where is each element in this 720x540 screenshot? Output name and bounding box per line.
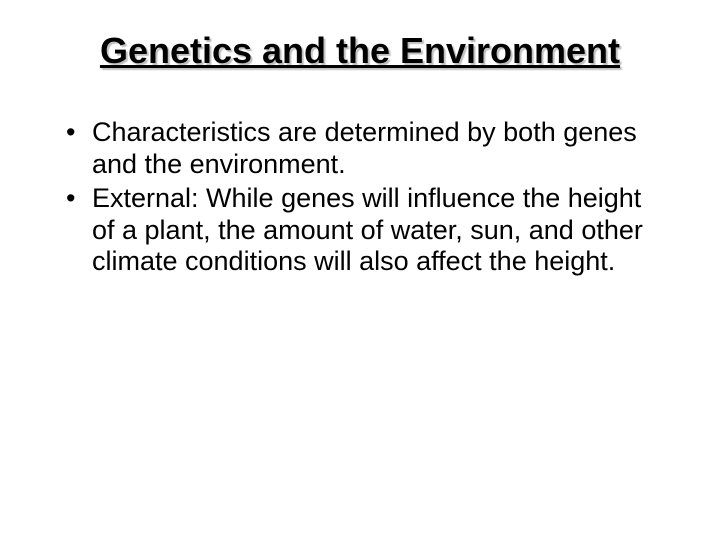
slide-title: Genetics and the Environment xyxy=(50,30,670,72)
bullet-list: Characteristics are determined by both g… xyxy=(50,117,670,278)
list-item: External: While genes will influence the… xyxy=(60,183,670,279)
list-item: Characteristics are determined by both g… xyxy=(60,117,670,181)
